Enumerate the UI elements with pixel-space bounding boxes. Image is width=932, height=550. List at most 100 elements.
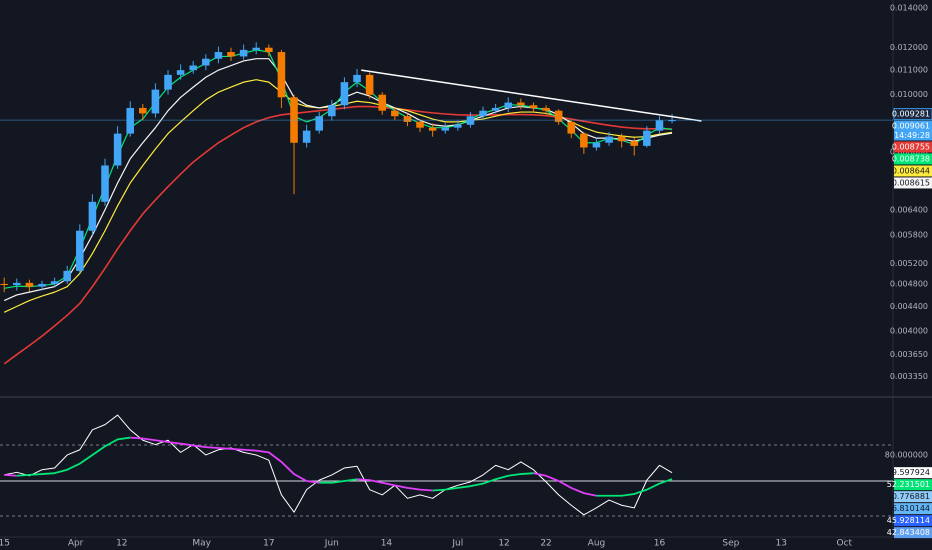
x-tick-label: 17	[263, 539, 274, 549]
price-label: 0.008738	[892, 154, 930, 163]
candle-body	[25, 282, 34, 287]
x-tick-label: 15	[0, 539, 10, 549]
candle-body	[592, 142, 601, 148]
price-label-box	[894, 491, 932, 503]
x-tick-label: 12	[498, 539, 509, 549]
candle-body	[554, 110, 563, 122]
candle-body	[416, 121, 424, 128]
candle-body	[328, 105, 336, 117]
y-tick-label: 0.003350	[890, 372, 928, 381]
y-tick-label: 0.005200	[890, 259, 928, 268]
candle-body	[214, 52, 223, 59]
x-tick-label: Jun	[324, 539, 339, 549]
candle-body	[403, 116, 412, 122]
x-tick-label: 12	[116, 539, 127, 549]
signal-line	[356, 478, 433, 492]
price-label-box	[894, 153, 932, 165]
price-label-box	[893, 108, 932, 120]
signal-line	[533, 472, 597, 497]
candle-body	[365, 74, 374, 95]
candle-body	[76, 230, 84, 271]
y-tick-label: 0.004000	[890, 326, 928, 335]
candle-body	[38, 283, 46, 287]
trendline	[361, 69, 702, 122]
candle-body	[428, 127, 437, 131]
x-tick-label: Jul	[451, 539, 463, 549]
x-tick-label: May	[192, 539, 211, 549]
y-tick-label: 0.005800	[890, 231, 928, 240]
price-label-box	[894, 515, 932, 527]
candle-body	[517, 102, 525, 106]
candle-body	[454, 124, 462, 128]
price-label-box	[894, 527, 932, 539]
candle-body	[265, 47, 273, 53]
candle-body	[655, 120, 664, 131]
x-tick-label: Oct	[836, 539, 852, 549]
y-tick-label: 0.014000	[890, 3, 928, 12]
candle-body	[50, 281, 59, 284]
countdown-label: 14:49:28	[894, 131, 930, 140]
candle-body	[441, 127, 450, 131]
candle-body	[504, 102, 513, 108]
price-label: 0.009281	[892, 109, 930, 118]
candle-body	[164, 74, 172, 90]
y-tick-label: 0.006400	[890, 205, 928, 214]
price-label: 0.008615	[892, 178, 930, 187]
price-label: 50.776881	[887, 492, 930, 501]
price-label: 42.843408	[887, 528, 930, 537]
signal-line	[4, 474, 17, 477]
x-tick-label: Apr	[68, 539, 84, 549]
x-tick-label: 13	[776, 539, 787, 549]
candle-body	[491, 107, 500, 111]
candle-body	[479, 110, 487, 117]
y-tick-label: 80.000000	[885, 450, 928, 459]
signal-line	[319, 478, 358, 484]
y-tick-label: 0.012000	[890, 43, 928, 52]
price-label: 52.231501	[887, 480, 930, 489]
price-label-box	[894, 467, 932, 479]
price-label: 0.008644	[892, 166, 930, 175]
candle-body	[101, 165, 109, 202]
candle-body	[126, 107, 134, 134]
candle-body	[277, 52, 286, 98]
price-label-box	[894, 177, 932, 189]
x-tick-label: Aug	[588, 539, 606, 549]
x-tick-label: 14	[381, 539, 393, 549]
price-label: 46.810144	[887, 504, 930, 513]
candle-body	[340, 82, 349, 106]
candle-body	[580, 133, 588, 148]
price-label-box	[894, 120, 932, 141]
candle-body	[202, 58, 210, 66]
price-label: 0.009061	[892, 121, 930, 130]
candle-body	[0, 283, 8, 286]
signal-line	[432, 472, 534, 492]
candle-body	[176, 70, 185, 75]
candle-body	[151, 89, 160, 114]
price-label-box	[894, 479, 932, 491]
candle-body	[529, 105, 538, 108]
candle-body	[13, 282, 21, 286]
candle-body	[189, 65, 197, 71]
price-label-box	[894, 165, 932, 177]
candle-body	[302, 130, 311, 143]
candle-body	[113, 133, 122, 166]
price-label-box	[894, 141, 932, 153]
candle-body	[391, 110, 399, 117]
candle-body	[630, 141, 639, 146]
candle-body	[252, 47, 261, 50]
candle-body	[88, 201, 97, 231]
signal-line	[16, 436, 131, 477]
candle-body	[668, 120, 676, 122]
y-tick-label: 0.003650	[890, 350, 928, 359]
candle-body	[227, 52, 235, 57]
candle-body	[239, 49, 248, 57]
price-label: 0.008755	[892, 142, 930, 151]
signal-line	[130, 436, 320, 484]
candle-body	[567, 121, 576, 134]
candle-body	[139, 107, 147, 114]
price-label: 45.928114	[887, 516, 930, 525]
candle-body	[605, 136, 613, 143]
